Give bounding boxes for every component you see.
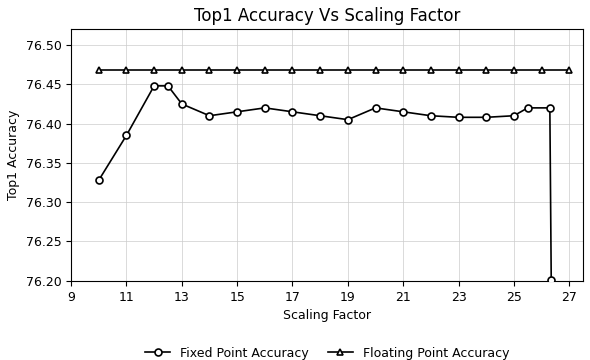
- Fixed Point Accuracy: [510, 113, 517, 118]
- Floating Point Accuracy: [455, 68, 462, 72]
- Floating Point Accuracy: [178, 68, 185, 72]
- Fixed Point Accuracy: [165, 84, 172, 88]
- Fixed Point Accuracy: [399, 110, 407, 114]
- Floating Point Accuracy: [123, 68, 130, 72]
- Line: Fixed Point Accuracy: Fixed Point Accuracy: [96, 82, 555, 283]
- Fixed Point Accuracy: [178, 102, 185, 106]
- Fixed Point Accuracy: [150, 84, 158, 88]
- Fixed Point Accuracy: [234, 110, 241, 114]
- Fixed Point Accuracy: [123, 133, 130, 138]
- Floating Point Accuracy: [206, 68, 213, 72]
- Title: Top1 Accuracy Vs Scaling Factor: Top1 Accuracy Vs Scaling Factor: [194, 7, 460, 25]
- Floating Point Accuracy: [510, 68, 517, 72]
- Floating Point Accuracy: [289, 68, 296, 72]
- Line: Floating Point Accuracy: Floating Point Accuracy: [96, 67, 573, 74]
- Floating Point Accuracy: [234, 68, 241, 72]
- Fixed Point Accuracy: [548, 278, 555, 282]
- Legend: Fixed Point Accuracy, Floating Point Accuracy: Fixed Point Accuracy, Floating Point Acc…: [140, 342, 514, 360]
- Floating Point Accuracy: [399, 68, 407, 72]
- Fixed Point Accuracy: [261, 106, 268, 110]
- Fixed Point Accuracy: [546, 106, 553, 110]
- Floating Point Accuracy: [427, 68, 434, 72]
- Floating Point Accuracy: [95, 68, 102, 72]
- Floating Point Accuracy: [566, 68, 573, 72]
- Fixed Point Accuracy: [455, 115, 462, 120]
- Floating Point Accuracy: [538, 68, 545, 72]
- Floating Point Accuracy: [483, 68, 490, 72]
- Y-axis label: Top1 Accuracy: Top1 Accuracy: [7, 110, 20, 200]
- X-axis label: Scaling Factor: Scaling Factor: [283, 309, 371, 322]
- Fixed Point Accuracy: [372, 106, 379, 110]
- Floating Point Accuracy: [261, 68, 268, 72]
- Floating Point Accuracy: [372, 68, 379, 72]
- Floating Point Accuracy: [150, 68, 158, 72]
- Fixed Point Accuracy: [206, 113, 213, 118]
- Fixed Point Accuracy: [317, 113, 324, 118]
- Floating Point Accuracy: [317, 68, 324, 72]
- Fixed Point Accuracy: [289, 110, 296, 114]
- Floating Point Accuracy: [345, 68, 352, 72]
- Fixed Point Accuracy: [95, 178, 102, 183]
- Fixed Point Accuracy: [345, 117, 352, 122]
- Fixed Point Accuracy: [524, 106, 531, 110]
- Fixed Point Accuracy: [427, 113, 434, 118]
- Fixed Point Accuracy: [483, 115, 490, 120]
